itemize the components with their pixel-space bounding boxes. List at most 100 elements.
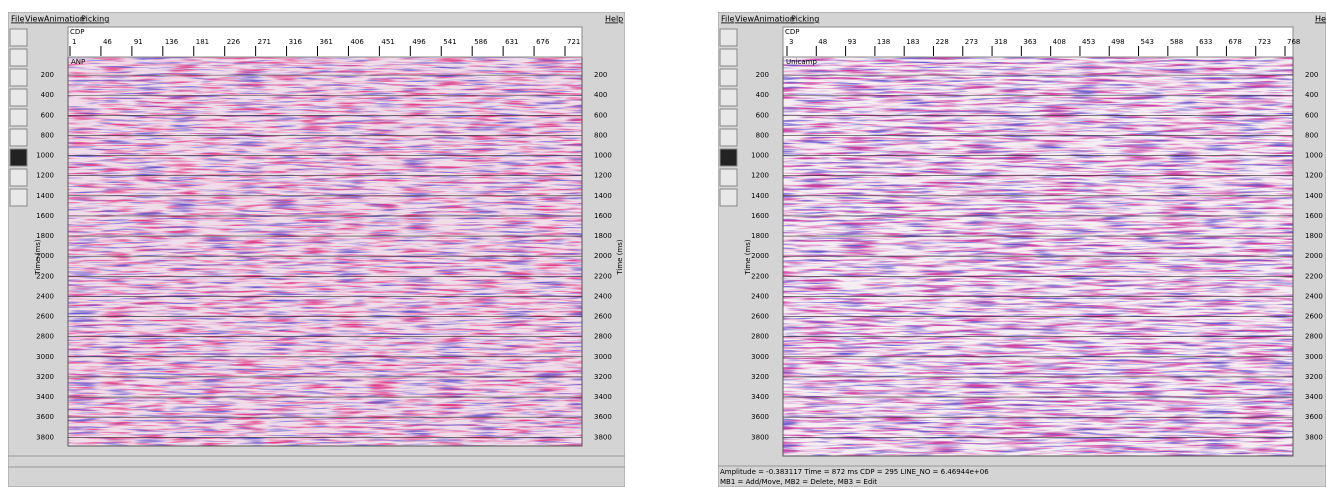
menu-item[interactable]: View [735, 15, 754, 24]
seismic-blue [68, 57, 582, 446]
x-tick-label: 588 [1170, 38, 1183, 46]
y-axis-label-right: Time (ms) [616, 239, 624, 276]
y-tick-label-left: 3800 [751, 433, 769, 441]
y-tick-label-left: 2000 [751, 252, 769, 260]
y-tick-label-right: 600 [594, 111, 607, 119]
menu-item[interactable]: File [721, 15, 734, 24]
y-tick-label-right: 2000 [594, 252, 612, 260]
top-axis-bg [782, 26, 1294, 58]
tool-button[interactable] [9, 68, 28, 87]
x-tick-label: 408 [1053, 38, 1066, 46]
x-tick-label: 136 [165, 38, 179, 46]
x-tick-label: 406 [350, 38, 364, 46]
y-tick-label-right: 1600 [1305, 212, 1323, 220]
x-tick-label: 91 [134, 38, 143, 46]
tool-button[interactable] [719, 108, 738, 127]
y-tick-label-left: 400 [41, 91, 54, 99]
y-tick-label-left: 1600 [751, 212, 769, 220]
y-tick-label-left: 600 [41, 111, 54, 119]
x-tick-label: 633 [1199, 38, 1212, 46]
x-tick-label: 678 [1228, 38, 1241, 46]
y-tick-label-right: 1200 [1305, 172, 1323, 180]
menu-item[interactable]: File [11, 15, 24, 24]
y-tick-label-right: 3800 [1305, 433, 1323, 441]
y-tick-label-right: 3200 [594, 373, 612, 381]
menu-item[interactable]: Animation [44, 15, 85, 24]
x-tick-label: 361 [320, 38, 333, 46]
y-tick-label-left: 1800 [751, 232, 769, 240]
y-tick-label-right: 1800 [594, 232, 612, 240]
x-tick-label: 316 [289, 38, 303, 46]
y-tick-label-left: 2200 [751, 272, 769, 280]
y-tick-label-left: 2000 [36, 252, 54, 260]
x-tick-label: 723 [1258, 38, 1271, 46]
y-axis-label-left: Time (ms) [34, 239, 42, 276]
y-tick-label-left: 3200 [751, 373, 769, 381]
menu-item[interactable]: Animation [754, 15, 795, 24]
y-tick-label-left: 1000 [751, 152, 769, 160]
top-axis-bg [67, 26, 583, 58]
x-tick-label: 768 [1287, 38, 1300, 46]
y-tick-label-left: 3600 [751, 413, 769, 421]
x-tick-label: 181 [196, 38, 209, 46]
y-tick-label-left: 3800 [36, 433, 54, 441]
y-tick-label-right: 800 [1305, 131, 1318, 139]
menu-item[interactable]: Help [605, 15, 623, 24]
y-tick-label-right: 2000 [1305, 252, 1323, 260]
x-tick-label: 3 [789, 38, 793, 46]
tool-button[interactable] [719, 68, 738, 87]
tool-button[interactable] [719, 148, 738, 167]
status-bar [718, 465, 1326, 487]
y-tick-label-left: 2600 [36, 313, 54, 321]
menu-item[interactable]: Picking [81, 15, 109, 24]
y-tick-label-right: 3400 [1305, 393, 1323, 401]
menu-item[interactable]: Help [1315, 15, 1326, 24]
y-tick-label-left: 2200 [36, 272, 54, 280]
tool-button[interactable] [9, 48, 28, 67]
y-tick-label-left: 3200 [36, 373, 54, 381]
x-tick-label: 631 [505, 38, 518, 46]
y-tick-label-right: 1800 [1305, 232, 1323, 240]
tool-button[interactable] [719, 28, 738, 47]
tool-button[interactable] [719, 88, 738, 107]
y-tick-label-left: 1000 [36, 152, 54, 160]
tool-button[interactable] [9, 168, 28, 187]
x-tick-label: 363 [1023, 38, 1036, 46]
y-tick-label-right: 2800 [594, 333, 612, 341]
y-tick-label-right: 3000 [1305, 353, 1323, 361]
x-tick-label: 451 [381, 38, 394, 46]
menu-item[interactable]: Picking [791, 15, 819, 24]
menu-item[interactable]: View [25, 15, 44, 24]
x-tick-label: 226 [227, 38, 241, 46]
x-tick-label: 228 [935, 38, 948, 46]
y-tick-label-left: 800 [756, 131, 769, 139]
tool-button[interactable] [9, 108, 28, 127]
x-tick-label: 183 [906, 38, 919, 46]
y-tick-label-left: 3600 [36, 413, 54, 421]
x-tick-label: 318 [994, 38, 1007, 46]
y-tick-label-left: 200 [41, 71, 54, 79]
tool-button[interactable] [9, 128, 28, 147]
y-tick-label-left: 1600 [36, 212, 54, 220]
y-tick-label-right: 400 [1305, 91, 1318, 99]
tool-button[interactable] [719, 48, 738, 67]
tool-button[interactable] [9, 148, 28, 167]
y-tick-label-right: 2400 [1305, 292, 1323, 300]
status-bar [8, 455, 625, 487]
y-tick-label-right: 200 [594, 71, 607, 79]
tool-button[interactable] [719, 128, 738, 147]
tool-button[interactable] [719, 188, 738, 207]
y-tick-label-left: 2600 [751, 313, 769, 321]
tool-button[interactable] [9, 88, 28, 107]
x-tick-label: 138 [877, 38, 890, 46]
y-tick-label-right: 1600 [594, 212, 612, 220]
tool-button[interactable] [9, 188, 28, 207]
tool-button[interactable] [9, 28, 28, 47]
tool-button[interactable] [719, 168, 738, 187]
y-tick-label-right: 2800 [1305, 333, 1323, 341]
x-tick-label: 453 [1082, 38, 1095, 46]
y-tick-label-left: 2800 [751, 333, 769, 341]
y-tick-label-left: 2400 [751, 292, 769, 300]
